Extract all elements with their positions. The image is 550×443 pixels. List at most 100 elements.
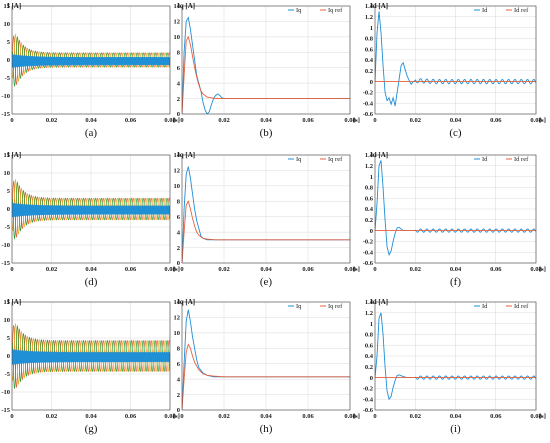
y-tick-label: -15 — [1, 260, 10, 267]
y-tick-label: 0 — [177, 111, 180, 118]
x-tick-label: 0.02 — [46, 413, 57, 420]
axes-frame — [374, 154, 537, 264]
panel-a: -15 -10 -5 0 5 10 15 0 0.02 0.04 0.06 0.08[s] I [A] (… — [1, 2, 180, 139]
panel-caption: (a) — [85, 127, 98, 139]
panel-c: -0.6 -0.4 -0.2 0 0.2 0.4 0.6 0.8 1 1.2 1.4 0 0.02 0.0… — [363, 2, 546, 139]
y-tick-label: -0.4 — [363, 100, 374, 107]
ripple-band — [12, 54, 170, 68]
y-tick-label: 14 — [174, 3, 181, 10]
y-tick-label: 0 — [7, 57, 10, 64]
x-tick-label: 0.08 — [530, 117, 542, 124]
legend-entry: Id — [482, 7, 488, 14]
x-tick-label: 0.06 — [302, 413, 314, 420]
y-tick-label: 14 — [174, 152, 181, 159]
x-tick-label: 0.02 — [46, 117, 57, 124]
ripple-band — [12, 349, 170, 365]
y-tick-label: -10 — [1, 93, 10, 100]
x-unit-label: [s] — [353, 413, 360, 420]
x-tick-label: 0.08 — [530, 266, 542, 273]
x-tick-label: 0.06 — [125, 266, 137, 273]
y-tick-label: 4 — [177, 376, 181, 383]
x-tick-label: 0 — [10, 117, 13, 124]
x-tick-label: 0.08 — [164, 266, 176, 273]
legend-entry: Id — [482, 303, 488, 310]
y-tick-label: 0 — [177, 407, 180, 414]
y-tick-label: 8 — [177, 345, 181, 352]
y-tick-label: -0.2 — [363, 239, 373, 246]
x-unit-label: [s] — [353, 266, 360, 273]
ripple-band — [12, 202, 170, 218]
y-axis-label: I [A] — [7, 2, 21, 10]
y-tick-label: 15 — [4, 152, 11, 159]
y-tick-label: -0.2 — [363, 90, 373, 97]
y-tick-label: -0.4 — [363, 249, 374, 256]
y-tick-label: 10 — [4, 21, 11, 28]
x-tick-label: 0 — [180, 266, 183, 273]
panel-caption: (f) — [450, 276, 461, 288]
y-tick-label: 1.2 — [365, 14, 373, 21]
legend-entry: Iq — [296, 303, 302, 310]
y-tick-label: 1.4 — [365, 299, 374, 306]
y-tick-label: -5 — [5, 75, 11, 82]
y-tick-label: 2 — [177, 96, 180, 103]
y-tick-label: 2 — [177, 245, 180, 252]
y-tick-label: 1.4 — [365, 3, 374, 10]
x-tick-label: 0.04 — [450, 117, 462, 124]
panel-caption: (b) — [260, 127, 273, 139]
legend-entry: Iq — [296, 7, 302, 14]
axes-frame — [11, 154, 171, 264]
legend-entry: Iq ref — [328, 7, 343, 14]
legend-entry: Iq ref — [328, 156, 343, 163]
y-tick-label: 12 — [174, 19, 181, 26]
y-tick-label: -10 — [1, 242, 10, 249]
x-unit-label: [s] — [539, 117, 546, 124]
x-tick-label: 0.06 — [302, 266, 314, 273]
x-tick-label: 0.02 — [46, 266, 57, 273]
x-tick-label: 0.04 — [85, 413, 97, 420]
panel-d: -15 -10 -5 0 5 10 15 0 0.02 0.04 0.06 0.08[s] I [A] (… — [1, 151, 180, 288]
y-tick-label: 10 — [4, 317, 11, 324]
y-axis-label: I [A] — [7, 151, 21, 159]
y-tick-label: -15 — [1, 111, 10, 118]
plot-area — [12, 33, 170, 88]
y-tick-label: 10 — [174, 34, 181, 41]
x-tick-label: 0.08 — [164, 413, 176, 420]
y-tick-label: 0 — [7, 353, 10, 360]
y-tick-label: 0 — [370, 228, 373, 235]
y-tick-label: -0.6 — [363, 260, 374, 267]
y-axis-label: Id [A] — [370, 298, 388, 306]
plot-area — [375, 11, 536, 107]
y-tick-label: 5 — [7, 335, 11, 342]
x-tick-label: 0.08 — [344, 266, 356, 273]
y-tick-label: 0 — [7, 206, 10, 213]
panel-i: -0.6 -0.4 -0.2 0 0.2 0.4 0.6 0.8 1 1.2 1.4 0 0.02 0.0… — [363, 298, 546, 435]
legend-entry: Id ref — [514, 156, 529, 163]
y-tick-label: 1.2 — [365, 163, 373, 170]
axes-frame — [181, 154, 351, 264]
x-unit-label: [s] — [353, 117, 360, 124]
panel-caption: (g) — [85, 423, 98, 435]
y-tick-label: 12 — [174, 168, 181, 175]
y-tick-label: -0.2 — [363, 386, 373, 393]
y-tick-label: 0.4 — [365, 353, 374, 360]
y-tick-label: 14 — [174, 299, 181, 306]
x-tick-label: 0.02 — [218, 266, 229, 273]
x-tick-label: 0.06 — [490, 117, 502, 124]
x-tick-label: 0.02 — [410, 266, 421, 273]
axes-frame — [11, 301, 171, 411]
legend-entry: Iq ref — [328, 303, 343, 310]
y-tick-label: 0.2 — [365, 217, 373, 224]
series-iq-ref — [182, 200, 350, 263]
y-tick-label: -5 — [5, 371, 11, 378]
plot-area — [12, 178, 170, 240]
x-tick-label: 0.02 — [218, 117, 229, 124]
y-tick-label: 12 — [174, 315, 181, 322]
x-tick-label: 0.06 — [125, 117, 137, 124]
x-tick-label: 0.02 — [218, 413, 229, 420]
y-tick-label: 0.4 — [365, 206, 374, 213]
y-tick-label: -5 — [5, 224, 11, 231]
x-unit-label: [s] — [173, 413, 180, 420]
x-tick-label: 0.06 — [125, 413, 137, 420]
y-tick-label: 0.8 — [365, 185, 374, 192]
